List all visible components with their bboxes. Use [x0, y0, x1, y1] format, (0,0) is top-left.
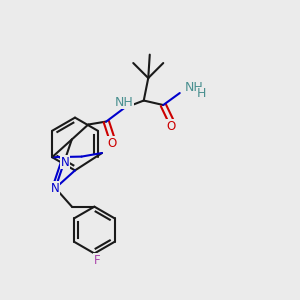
Text: O: O — [166, 119, 176, 133]
Text: N: N — [51, 182, 60, 195]
Text: F: F — [94, 254, 100, 267]
Text: NH: NH — [184, 81, 203, 94]
Text: O: O — [107, 137, 116, 150]
Text: NH: NH — [115, 95, 134, 109]
Text: H: H — [196, 87, 206, 100]
Text: N: N — [61, 156, 69, 169]
